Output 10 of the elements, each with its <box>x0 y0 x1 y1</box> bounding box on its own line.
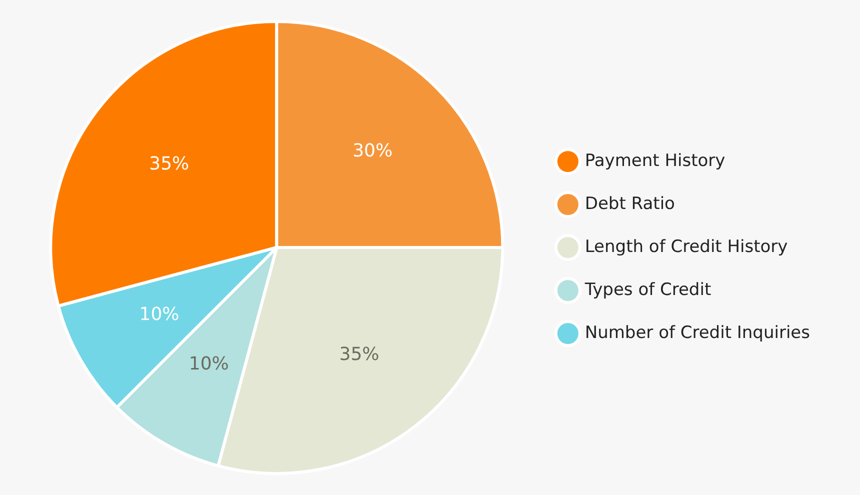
data-label: 30% <box>352 140 393 162</box>
legend-label: Types of Credit <box>584 280 712 300</box>
legend-label: Length of Credit History <box>584 236 788 257</box>
data-label: 35% <box>149 154 190 175</box>
legend-label: Number of Credit Inquiries <box>584 322 810 343</box>
data-label: 10% <box>188 354 229 375</box>
legend-label: Debt Ratio <box>584 194 675 214</box>
data-label: 35% <box>339 344 380 365</box>
legend-label: Payment History <box>584 150 726 171</box>
data-label: 10% <box>139 304 180 325</box>
